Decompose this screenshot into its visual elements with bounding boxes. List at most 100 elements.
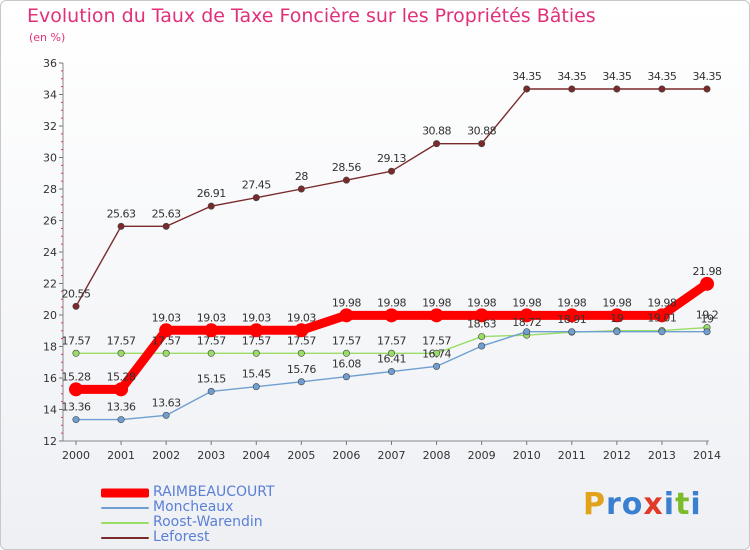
data-point [162, 411, 170, 419]
y-tick-label: 12 [43, 435, 57, 448]
x-tick-label: 2002 [152, 449, 180, 462]
data-label: 28 [295, 170, 308, 183]
data-label: 18.91 [557, 313, 586, 326]
data-label: 19.98 [647, 296, 676, 309]
data-point [478, 140, 486, 148]
data-point [478, 342, 486, 350]
data-point [252, 194, 260, 202]
data-point [387, 368, 395, 376]
data-label: 17.57 [107, 334, 136, 347]
data-label: 25.63 [152, 207, 181, 220]
x-tick-label: 2007 [378, 449, 406, 462]
data-label: 34.35 [557, 70, 586, 83]
data-point [117, 222, 125, 230]
series-moncheaux [72, 328, 711, 424]
data-label: 26.91 [197, 187, 226, 200]
chart-subtitle: (en %) [29, 31, 66, 44]
data-point [162, 222, 170, 230]
y-tick-label: 24 [43, 246, 57, 259]
data-label: 17.57 [332, 334, 361, 347]
data-label: 16.08 [332, 358, 361, 371]
data-label: 25.63 [107, 207, 136, 220]
data-label: 29.13 [377, 152, 406, 165]
data-label: 19.98 [467, 296, 496, 309]
data-point [433, 362, 441, 370]
data-label: 19.01 [647, 312, 676, 325]
data-point [342, 373, 350, 381]
y-tick-label: 34 [43, 89, 57, 102]
data-label: 17.57 [197, 334, 226, 347]
data-label: 17.57 [242, 334, 271, 347]
data-point [613, 328, 621, 336]
legend-swatch [101, 506, 149, 509]
data-label: 15.28 [107, 370, 136, 383]
logo-letter: t [675, 487, 691, 522]
data-label: 19.98 [602, 296, 631, 309]
data-label: 21.98 [693, 265, 722, 278]
data-point [429, 308, 444, 323]
data-label: 15.76 [287, 363, 316, 376]
data-point [703, 85, 711, 93]
series-raimbeaucourt [69, 276, 714, 397]
data-point [523, 328, 531, 336]
data-label: 34.35 [602, 70, 631, 83]
data-point [72, 302, 80, 310]
data-label: 19.03 [152, 311, 181, 324]
data-label: 16.41 [377, 353, 406, 366]
data-point [114, 382, 129, 397]
data-point [117, 416, 125, 424]
data-label: 17.57 [62, 334, 91, 347]
x-tick-label: 2008 [423, 449, 451, 462]
y-tick-label: 18 [43, 341, 57, 354]
data-label: 28.56 [332, 161, 361, 174]
x-tick-label: 2014 [693, 449, 721, 462]
data-label: 17.57 [377, 334, 406, 347]
data-label: 34.35 [693, 70, 722, 83]
data-point [72, 416, 80, 424]
data-label: 19 [610, 312, 623, 325]
x-tick-label: 2009 [468, 449, 496, 462]
proxiti-logo: Proxiti [583, 487, 702, 522]
data-point [433, 140, 441, 148]
data-label: 16.74 [422, 347, 451, 360]
x-tick-label: 2000 [62, 449, 90, 462]
data-point [252, 349, 260, 357]
data-point [387, 167, 395, 175]
data-point [252, 383, 260, 391]
legend-label: RAIMBEAUCOURT [153, 484, 275, 500]
data-point [478, 333, 486, 341]
y-tick-label: 30 [43, 152, 57, 165]
x-tick-label: 2003 [197, 449, 225, 462]
data-point [609, 308, 624, 323]
data-point [297, 185, 305, 193]
logo-letter: i [690, 487, 702, 522]
data-point [613, 85, 621, 93]
data-point [297, 349, 305, 357]
data-point [474, 308, 489, 323]
y-tick-label: 32 [43, 120, 57, 133]
legend-swatch [101, 488, 149, 497]
data-label: 17.57 [287, 334, 316, 347]
data-point [658, 328, 666, 336]
y-tick-label: 16 [43, 372, 57, 385]
data-point [294, 323, 309, 338]
x-tick-label: 2005 [287, 449, 315, 462]
y-tick-label: 14 [43, 404, 57, 417]
data-label: 15.45 [242, 368, 271, 381]
legend-swatch [101, 536, 149, 539]
data-point [207, 202, 215, 210]
legend-swatch [101, 521, 149, 524]
x-tick-label: 2010 [513, 449, 541, 462]
logo-letter: o [621, 487, 644, 522]
data-point [204, 323, 219, 338]
y-tick-label: 20 [43, 309, 57, 322]
series-leforest [72, 85, 711, 310]
data-label: 18.63 [467, 318, 496, 331]
data-label: 13.36 [62, 401, 91, 414]
data-label: 19.03 [197, 311, 226, 324]
data-point [207, 349, 215, 357]
data-label: 19.03 [242, 311, 271, 324]
data-label: 19.03 [287, 311, 316, 324]
